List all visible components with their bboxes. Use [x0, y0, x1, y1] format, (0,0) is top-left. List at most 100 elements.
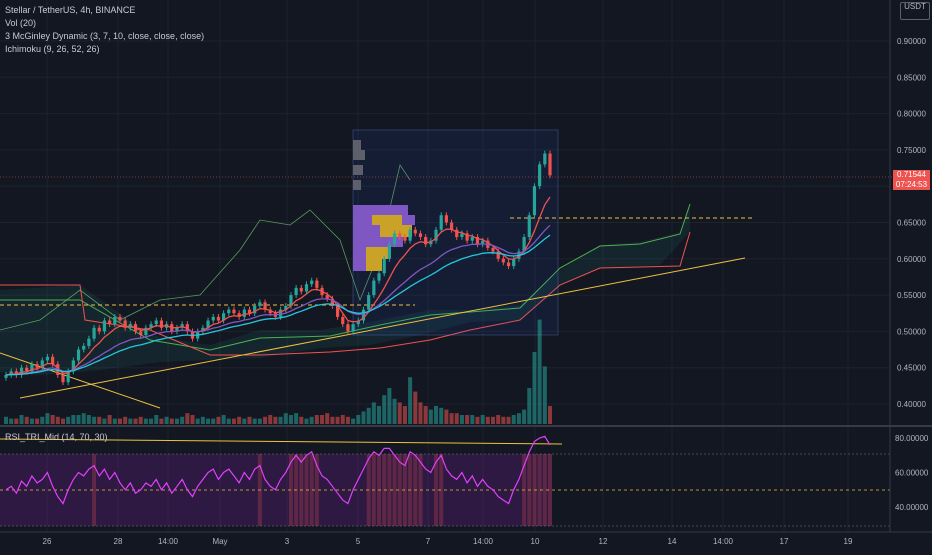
volume-bar — [418, 402, 423, 424]
candle-body — [392, 233, 397, 245]
volume-bar — [143, 418, 148, 424]
volume-bar — [496, 415, 501, 424]
volume-bar — [123, 416, 128, 424]
candle-body — [444, 215, 448, 223]
candle-body — [4, 374, 8, 378]
rsi-overbought-zone — [314, 454, 319, 526]
time-tick-label: 28 — [114, 537, 123, 546]
time-tick-label: 14:00 — [713, 537, 734, 546]
time-tick-label: 14:00 — [473, 537, 494, 546]
volume-bar — [309, 416, 314, 424]
rsi-indicator-label[interactable]: RSI_TRI_Mid (14, 70, 30) — [5, 432, 108, 442]
trendline-down — [0, 352, 161, 409]
candle-body — [356, 320, 360, 325]
time-tick-label: 12 — [599, 537, 608, 546]
volume-bar — [14, 418, 19, 424]
volume-bar — [24, 416, 29, 424]
price-tick-label: 0.80000 — [897, 110, 926, 119]
rsi-axis[interactable]: 80.00000 60.00000 40.00000 — [895, 434, 929, 512]
volume-bar — [392, 398, 397, 424]
candle-body — [284, 305, 288, 310]
candle-body — [61, 374, 65, 383]
volume-bar — [335, 416, 340, 424]
candle-body — [278, 309, 283, 317]
candle-body — [335, 305, 340, 317]
candle-body — [154, 320, 158, 325]
candle-body — [102, 320, 107, 332]
candle-body — [82, 345, 86, 350]
volume-bar — [402, 406, 407, 424]
candle-body — [439, 215, 443, 230]
mcginley-indicator-label[interactable]: 3 McGinley Dynamic (3, 7, 10, close, clo… — [5, 31, 205, 41]
mcginley-lines — [5, 196, 551, 376]
volume-bar — [511, 415, 516, 424]
rsi-overbought-zone — [537, 454, 542, 526]
time-tick-label: 26 — [43, 537, 52, 546]
candle-body — [532, 186, 537, 216]
candle-body — [361, 309, 366, 321]
volume-bar — [522, 409, 527, 424]
rsi-tick-label: 40.00000 — [895, 503, 929, 512]
volume-bar — [548, 406, 552, 424]
symbol-title[interactable]: Stellar / TetherUS, 4h, BINANCE — [5, 5, 136, 15]
volume-bar — [76, 415, 81, 424]
candle-body — [398, 233, 402, 238]
volume-bar — [304, 418, 309, 424]
volume-bar — [340, 415, 345, 424]
rsi-overbought-zone — [434, 454, 439, 526]
volume-bar — [449, 413, 454, 424]
volume-bar — [195, 418, 200, 424]
volume-bar — [434, 406, 439, 424]
volume-bar — [506, 416, 511, 424]
candle-body — [403, 237, 407, 241]
volume-bar — [278, 416, 283, 424]
rsi-overbought-zone — [392, 454, 397, 526]
time-tick-label: 7 — [426, 537, 431, 546]
volume-bar — [501, 416, 506, 424]
volume-bar — [330, 416, 335, 424]
candle-body — [418, 233, 423, 238]
volume-bar — [231, 418, 236, 424]
volume-bar — [491, 416, 496, 424]
volume-bar — [169, 418, 174, 424]
volume-bar — [60, 418, 65, 424]
time-axis[interactable]: 26 28 14:00 May 3 5 7 14:00 10 12 14 14:00 17 19 — [43, 537, 853, 546]
price-tick-label: 0.50000 — [897, 327, 926, 336]
chart-legend: Stellar / TetherUS, 4h, BINANCE Vol (20)… — [5, 4, 204, 56]
volume-bar — [185, 413, 190, 424]
ichimoku-indicator-label[interactable]: Ichimoku (9, 26, 52, 26) — [5, 44, 100, 54]
candle-body — [76, 349, 81, 361]
time-tick-label: 14:00 — [158, 537, 179, 546]
candle-body — [51, 356, 55, 365]
candle-body — [377, 273, 381, 281]
volume-bar — [361, 411, 366, 424]
ichimoku-cloud — [0, 204, 690, 375]
volume-bar — [237, 416, 242, 424]
mcginley-line — [5, 234, 551, 376]
candle-body — [325, 295, 329, 299]
candle-body — [315, 280, 319, 288]
price-tick-label: 0.85000 — [897, 73, 926, 82]
candle-body — [538, 164, 542, 187]
volume-bar — [247, 416, 252, 424]
volume-bar — [268, 415, 273, 424]
candle-body — [40, 360, 44, 368]
volume-bar — [206, 418, 211, 424]
volume-bar — [382, 395, 387, 424]
candle-body — [330, 298, 334, 306]
volume-bar — [117, 418, 122, 424]
candle-body — [247, 309, 252, 314]
volume-bar — [413, 391, 418, 424]
rsi-overbought-zone — [542, 454, 547, 526]
volume-bar — [454, 413, 459, 424]
volume-bars — [4, 319, 552, 424]
currency-unit-badge[interactable]: USDT — [900, 2, 930, 20]
volume-bar — [252, 418, 257, 424]
candle-body — [216, 316, 221, 321]
candle-body — [481, 240, 485, 245]
vol-indicator-label[interactable]: Vol (20) — [5, 18, 37, 28]
volume-bar — [19, 415, 24, 424]
price-axis[interactable]: 0.900000.850000.800000.750000.700000.650… — [897, 37, 926, 409]
